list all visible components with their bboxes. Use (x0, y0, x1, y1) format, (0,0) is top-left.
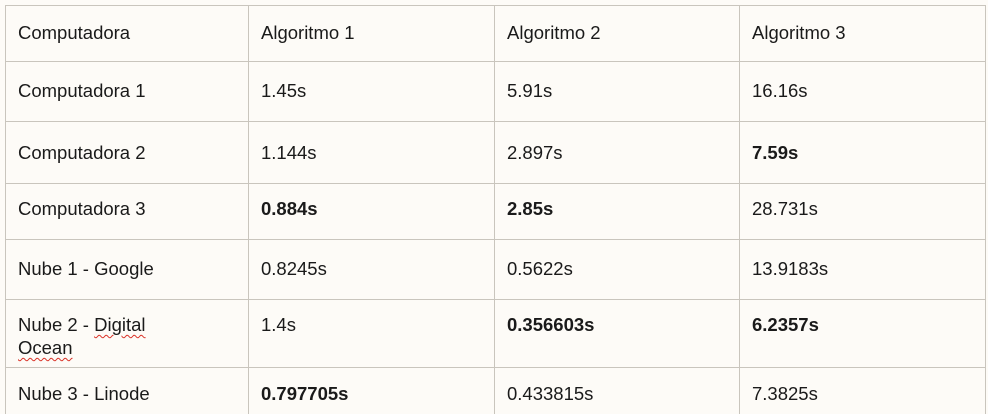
table-row: Computadora 2 1.144s 2.897s 7.59s (5, 121, 986, 184)
algoritmo-2-cell[interactable]: 0.356603s (494, 299, 740, 368)
table-row: Nube 3 - Linode 0.797705s 0.433815s 7.38… (5, 367, 986, 414)
results-table: Computadora Algoritmo 1 Algoritmo 2 Algo… (5, 5, 986, 414)
spellcheck-word: Ocean (18, 337, 73, 358)
computadora-cell[interactable]: Computadora 3 (5, 183, 249, 240)
algoritmo-2-cell[interactable]: 0.5622s (494, 239, 740, 300)
algoritmo-1-cell[interactable]: 1.45s (248, 61, 495, 122)
algoritmo-1-cell[interactable]: 0.8245s (248, 239, 495, 300)
algoritmo-2-cell[interactable]: 2.85s (494, 183, 740, 240)
header-cell-algoritmo-1[interactable]: Algoritmo 1 (248, 5, 495, 62)
table-header-row: Computadora Algoritmo 1 Algoritmo 2 Algo… (5, 5, 986, 62)
table-row: Nube 1 - Google 0.8245s 0.5622s 13.9183s (5, 239, 986, 300)
table-row: Nube 2 - Digital Ocean 1.4s 0.356603s 6.2… (5, 299, 986, 368)
algoritmo-1-cell[interactable]: 0.797705s (248, 367, 495, 414)
table-row: Computadora 1 1.45s 5.91s 16.16s (5, 61, 986, 122)
header-cell-computadora[interactable]: Computadora (5, 5, 249, 62)
algoritmo-3-cell[interactable]: 7.3825s (739, 367, 986, 414)
algoritmo-2-cell[interactable]: 5.91s (494, 61, 740, 122)
header-cell-algoritmo-3[interactable]: Algoritmo 3 (739, 5, 986, 62)
algoritmo-1-cell[interactable]: 1.4s (248, 299, 495, 368)
computadora-cell[interactable]: Nube 3 - Linode (5, 367, 249, 414)
algoritmo-2-cell[interactable]: 0.433815s (494, 367, 740, 414)
algoritmo-3-cell[interactable]: 28.731s (739, 183, 986, 240)
algoritmo-2-cell[interactable]: 2.897s (494, 121, 740, 184)
spellcheck-word: Digital (94, 314, 146, 335)
algoritmo-1-cell[interactable]: 0.884s (248, 183, 495, 240)
algoritmo-3-cell[interactable]: 16.16s (739, 61, 986, 122)
algoritmo-3-cell[interactable]: 7.59s (739, 121, 986, 184)
table-row: Computadora 3 0.884s 2.85s 28.731s (5, 183, 986, 240)
algoritmo-1-cell[interactable]: 1.144s (248, 121, 495, 184)
computadora-cell[interactable]: Nube 2 - Digital Ocean (5, 299, 249, 368)
algoritmo-3-cell[interactable]: 13.9183s (739, 239, 986, 300)
computadora-cell[interactable]: Nube 1 - Google (5, 239, 249, 300)
algoritmo-3-cell[interactable]: 6.2357s (739, 299, 986, 368)
computadora-cell[interactable]: Computadora 2 (5, 121, 249, 184)
computadora-prefix: Nube 2 - (18, 314, 95, 335)
computadora-cell[interactable]: Computadora 1 (5, 61, 249, 122)
header-cell-algoritmo-2[interactable]: Algoritmo 2 (494, 5, 740, 62)
